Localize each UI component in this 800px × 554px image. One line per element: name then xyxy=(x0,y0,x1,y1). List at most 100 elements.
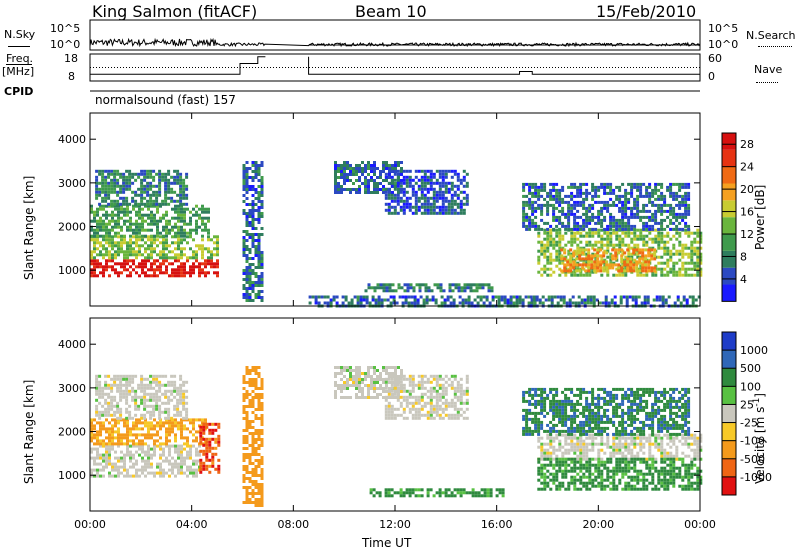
nsearch-label: N.Search xyxy=(746,29,796,42)
x-tick-label-5: 20:00 xyxy=(582,518,614,531)
power-y-tick-label-0: 1000 xyxy=(58,264,86,277)
power-colorbar-swatch-8 xyxy=(722,149,736,167)
velocity-region-1 xyxy=(90,418,207,446)
station-title: King Salmon (fitACF) xyxy=(92,2,258,21)
x-tick-label-1: 04:00 xyxy=(176,518,208,531)
nsky-tick-high: 10^5 xyxy=(50,22,81,35)
nave-legend-line xyxy=(756,82,778,83)
velocity-region-3 xyxy=(199,422,221,474)
beam-title: Beam 10 xyxy=(355,2,427,21)
velocity-region-10 xyxy=(522,387,691,436)
power-colorbar-swatch-0 xyxy=(722,284,736,302)
velocity-colorbar-swatch-3 xyxy=(722,386,736,405)
velocity-y-tick-label-2: 3000 xyxy=(58,382,86,395)
nave-tick-high: 60 xyxy=(708,52,722,65)
velocity-colorbar-swatch-8 xyxy=(722,476,736,495)
power-region-7 xyxy=(364,283,494,293)
velocity-colorbar-swatch-0 xyxy=(722,332,736,351)
power-colorbar-tick-label-6: 28 xyxy=(740,138,754,151)
power-colorbar-tick-label-5: 24 xyxy=(740,161,754,174)
nsky-label: N.Sky xyxy=(4,28,36,41)
power-region-11 xyxy=(560,248,657,273)
power-colorbar-tick-label-0: 4 xyxy=(740,273,747,286)
velocity-region-8 xyxy=(537,433,703,461)
power-colorbar-swatch-3 xyxy=(722,234,736,251)
freq-tick-high: 18 xyxy=(64,52,78,65)
velocity-y-tick-label-1: 2000 xyxy=(58,426,86,439)
cpid-value: normalsound (fast) 157 xyxy=(95,93,236,107)
freq-strip-frame xyxy=(89,53,701,82)
power-colorbar-swatch-9 xyxy=(722,133,736,150)
velocity-colorbar-swatch-4 xyxy=(722,404,736,423)
power-region-12 xyxy=(522,182,691,231)
velocity-colorbar-swatch-2 xyxy=(722,368,736,387)
x-tick-label-6: 00:00 xyxy=(684,518,716,531)
x-tick-label-4: 16:00 xyxy=(481,518,513,531)
power-colorbar-swatch-4 xyxy=(722,217,736,235)
power-region-6 xyxy=(384,169,469,215)
nave-tick-low: 0 xyxy=(708,70,715,83)
time-axis-label: Time UT xyxy=(362,536,412,550)
power-colorbar-swatch-6 xyxy=(722,183,736,201)
power-colorbar-swatch-1 xyxy=(722,267,736,285)
velocity-colorbar-tick-label-7: -1000 xyxy=(740,471,772,484)
velocity-colorbar-tick-label-4: -25 xyxy=(740,417,758,430)
velocity-heatmap xyxy=(90,366,703,507)
velocity-colorbar-tick-label-1: 500 xyxy=(740,362,761,375)
power-y-tick-label-1: 2000 xyxy=(58,221,86,234)
freq-label-line2: [MHz] xyxy=(2,65,35,78)
velocity-colorbar-tick-label-6: -500 xyxy=(740,453,765,466)
power-region-1 xyxy=(90,235,219,260)
power-region-2 xyxy=(90,204,210,238)
freq-trace-2 xyxy=(308,56,700,75)
velocity-region-0 xyxy=(90,444,201,478)
velocity-colorbar-swatch-5 xyxy=(722,422,736,441)
velocity-colorbar-tick-label-3: 25 xyxy=(740,398,754,411)
freq-tick-low: 8 xyxy=(68,70,75,83)
freq-label-line1: Freq. xyxy=(6,52,34,65)
velocity-region-6 xyxy=(384,374,469,420)
cpid-label: CPID xyxy=(4,85,34,98)
power-colorbar-frame xyxy=(721,132,737,302)
date-title: 15/Feb/2010 xyxy=(596,2,697,21)
velocity-colorbar-swatch-6 xyxy=(722,440,736,459)
velocity-region-7 xyxy=(369,488,505,498)
velocity-region-4 xyxy=(242,366,264,507)
x-tick-label-2: 08:00 xyxy=(277,518,309,531)
velocity-colorbar-tick-label-0: 1000 xyxy=(740,344,768,357)
power-colorbar-swatch-5 xyxy=(722,200,736,218)
velocity-region-2 xyxy=(95,374,189,420)
power-heatmap xyxy=(90,161,703,308)
x-tick-label-3: 12:00 xyxy=(379,518,411,531)
velocity-colorbar-frame xyxy=(721,331,737,496)
power-y-tick-label-2: 3000 xyxy=(58,177,86,190)
freq-legend-line xyxy=(6,64,32,65)
power-colorbar-swatch-7 xyxy=(722,166,736,184)
velocity-colorbar-tick-label-2: 100 xyxy=(740,380,761,393)
x-tick-label-0: 00:00 xyxy=(74,518,106,531)
nave-label: Nave xyxy=(754,63,783,76)
velocity-colorbar-swatch-1 xyxy=(722,350,736,369)
power-region-0 xyxy=(90,259,219,278)
power-colorbar-tick-label-3: 16 xyxy=(740,206,754,219)
velocity-colorbar-tick-label-5: -100 xyxy=(740,435,765,448)
power-region-3 xyxy=(95,169,189,206)
nsearch-legend-line xyxy=(758,46,792,47)
freq-trace xyxy=(90,56,266,75)
nsearch-tick-high: 10^5 xyxy=(708,22,739,35)
power-colorbar-tick-label-1: 8 xyxy=(740,250,747,263)
nsky-tick-low: 10^0 xyxy=(50,38,81,51)
velocity-y-tick-label-0: 1000 xyxy=(58,469,86,482)
power-region-5 xyxy=(334,161,403,194)
power-colorbar-tick-label-2: 12 xyxy=(740,228,754,241)
nsearch-tick-low: 10^0 xyxy=(708,38,739,51)
power-y-tick-label-3: 4000 xyxy=(58,133,86,146)
velocity-colorbar-swatch-7 xyxy=(722,458,736,477)
nsky-strip-frame xyxy=(89,19,701,51)
power-colorbar-tick-label-4: 20 xyxy=(740,183,754,196)
power-region-4 xyxy=(242,161,264,302)
nsky-legend-line xyxy=(8,46,30,47)
velocity-y-tick-label-3: 4000 xyxy=(58,338,86,351)
power-colorbar-swatch-2 xyxy=(722,250,736,268)
